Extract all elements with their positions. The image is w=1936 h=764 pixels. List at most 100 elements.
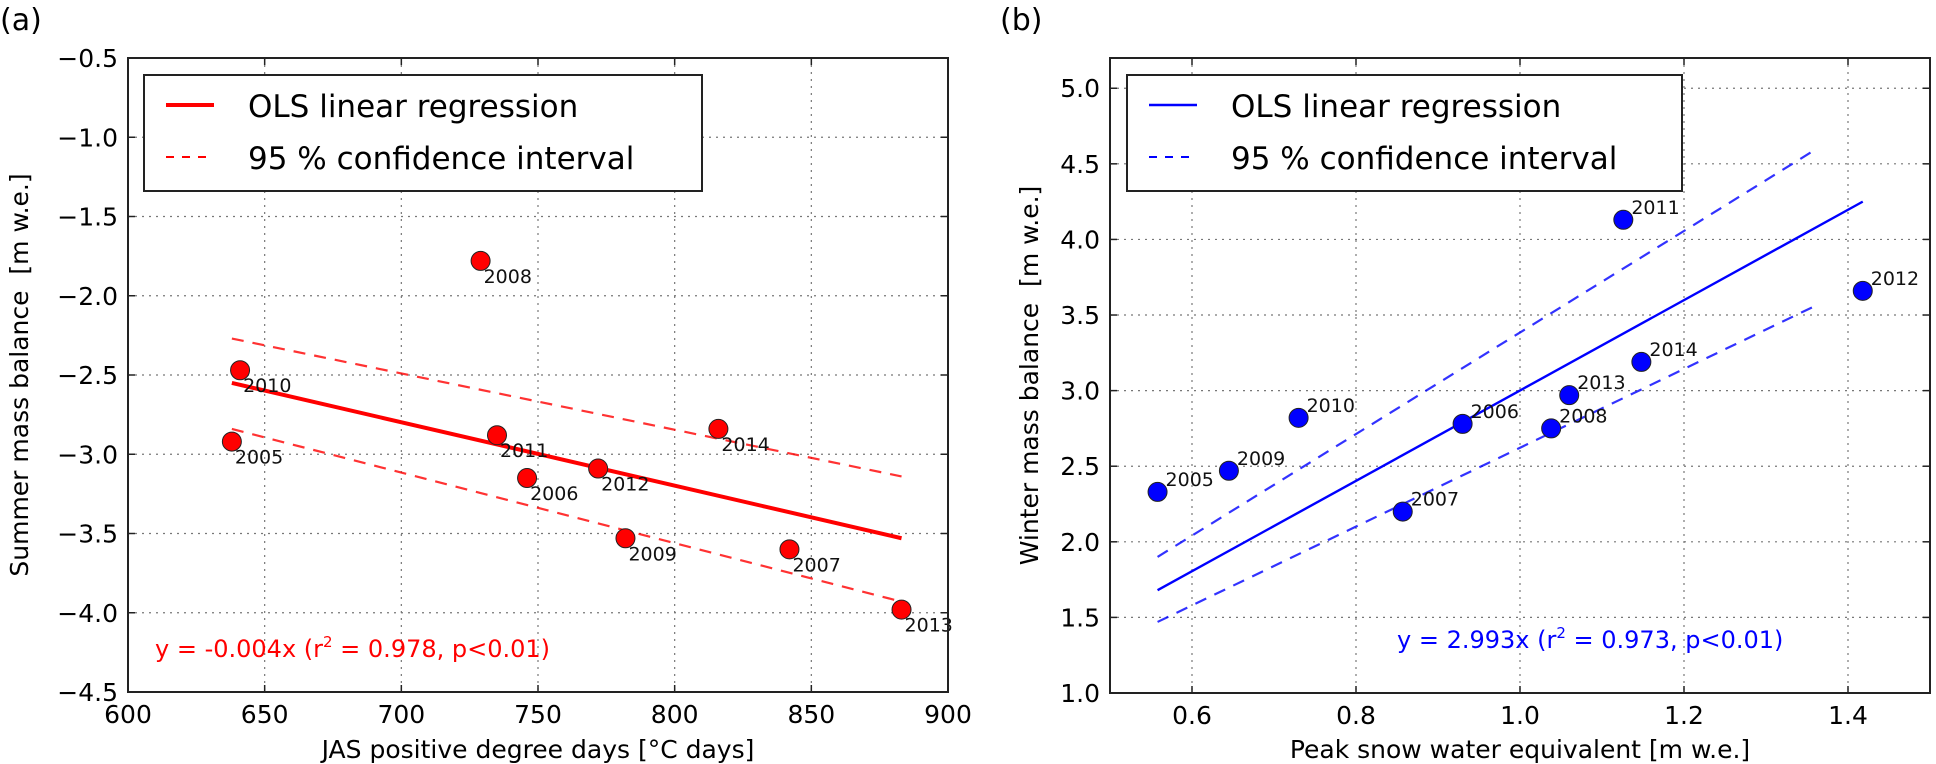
equation-suffix: = 0.973, p<0.01) bbox=[1566, 626, 1783, 654]
y-tick-label: 3.5 bbox=[1060, 301, 1100, 330]
data-point-label: 2012 bbox=[1871, 268, 1919, 290]
x-tick-label: 650 bbox=[241, 700, 289, 729]
legend-label-ci: 95 % confidence interval bbox=[1231, 141, 1617, 177]
data-point-2007 bbox=[1392, 501, 1413, 522]
data-point-label: 2008 bbox=[484, 266, 532, 288]
data-point-label: 2005 bbox=[235, 447, 283, 469]
x-tick-label: 900 bbox=[924, 700, 972, 729]
panel-label: (b) bbox=[1000, 3, 1042, 38]
data-point-label: 2011 bbox=[1631, 197, 1679, 219]
data-point-label: 2009 bbox=[628, 543, 676, 565]
y-tick-label: −1.0 bbox=[57, 123, 118, 152]
x-tick-label: 0.6 bbox=[1172, 701, 1212, 730]
data-point-2007 bbox=[779, 539, 800, 560]
data-point-2008 bbox=[470, 250, 491, 271]
y-tick-label: 2.5 bbox=[1060, 452, 1100, 481]
data-point-label: 2006 bbox=[530, 483, 578, 505]
y-tick-label: 5.0 bbox=[1060, 74, 1100, 103]
data-point-label: 2011 bbox=[500, 440, 548, 462]
ols-regression-line bbox=[1156, 200, 1864, 592]
equation-superscript: 2 bbox=[323, 633, 333, 651]
plot-frame bbox=[1109, 57, 1931, 694]
y-axis-label: Winter mass balance [m w.e.] bbox=[1015, 186, 1044, 566]
legend: OLS linear regression 95 % confidence int… bbox=[143, 74, 703, 192]
legend-label-ols: OLS linear regression bbox=[1231, 89, 1561, 125]
data-point-2014 bbox=[708, 418, 729, 439]
equation-prefix: y = 2.993x (r bbox=[1397, 626, 1556, 654]
x-axis-label: Peak snow water equivalent [m w.e.] bbox=[1290, 735, 1750, 764]
legend-box bbox=[1126, 74, 1683, 192]
y-tick-label: −0.5 bbox=[57, 44, 118, 73]
ci-lower-line bbox=[231, 427, 902, 603]
data-point-label: 2006 bbox=[1471, 401, 1519, 423]
data-point-label: 2012 bbox=[601, 474, 649, 496]
data-point-2011 bbox=[487, 425, 507, 446]
data-point-label: 2008 bbox=[1559, 405, 1607, 427]
y-tick-label: −2.5 bbox=[57, 361, 118, 390]
data-point-2013 bbox=[1559, 385, 1580, 406]
regression-equation: y = 2.993x (r2 = 0.973, p<0.01) bbox=[1397, 624, 1783, 654]
equation-prefix: y = -0.004x (r bbox=[155, 635, 323, 663]
data-point-label: 2013 bbox=[905, 615, 953, 637]
regression-equation: y = -0.004x (r2 = 0.978, p<0.01) bbox=[155, 633, 550, 663]
legend: OLS linear regression 95 % confidence int… bbox=[1126, 74, 1683, 192]
y-tick-label: −3.0 bbox=[57, 440, 118, 469]
data-point-2010 bbox=[230, 360, 251, 381]
x-tick-label: 1.4 bbox=[1828, 701, 1868, 730]
ci-upper-line bbox=[231, 337, 902, 478]
equation-superscript: 2 bbox=[1556, 624, 1566, 642]
data-point-label: 2007 bbox=[1411, 489, 1459, 511]
data-point-2013 bbox=[891, 599, 912, 620]
x-tick-label: 700 bbox=[377, 700, 425, 729]
y-tick-label: −4.5 bbox=[57, 678, 118, 707]
y-axis-label: Summer mass balance [m w.e.] bbox=[5, 173, 34, 576]
x-tick-label: 600 bbox=[104, 700, 152, 729]
ols-regression-line bbox=[231, 380, 902, 541]
data-point-label: 2005 bbox=[1166, 469, 1214, 491]
y-tick-label: 1.0 bbox=[1060, 679, 1100, 708]
y-tick-label: −2.0 bbox=[57, 282, 118, 311]
data-point-2005 bbox=[221, 431, 242, 452]
data-point-label: 2010 bbox=[1307, 395, 1355, 417]
legend-box bbox=[143, 74, 703, 192]
legend-label-ols: OLS linear regression bbox=[248, 89, 578, 125]
y-tick-label: −1.5 bbox=[57, 203, 118, 232]
x-tick-label: 1.2 bbox=[1664, 701, 1704, 730]
data-point-label: 2013 bbox=[1577, 372, 1625, 394]
data-point-2011 bbox=[1613, 209, 1634, 230]
x-tick-label: 800 bbox=[651, 700, 699, 729]
x-tick-label: 850 bbox=[787, 700, 835, 729]
y-tick-label: −4.0 bbox=[57, 599, 118, 628]
data-point-2012 bbox=[588, 458, 609, 479]
y-tick-label: −3.5 bbox=[57, 520, 118, 549]
x-tick-label: 750 bbox=[514, 700, 562, 729]
y-tick-label: 4.5 bbox=[1060, 150, 1100, 179]
ci-lower-line bbox=[1157, 306, 1813, 623]
data-point-label: 2009 bbox=[1237, 448, 1285, 470]
data-point-2005 bbox=[1147, 481, 1168, 502]
data-point-label: 2007 bbox=[792, 554, 840, 576]
data-point-2014 bbox=[1631, 351, 1652, 372]
data-point-label: 2014 bbox=[721, 434, 769, 456]
x-tick-label: 1.0 bbox=[1500, 701, 1540, 730]
plot-frame bbox=[127, 57, 949, 693]
data-point-label: 2014 bbox=[1649, 339, 1697, 361]
ci-upper-line bbox=[1156, 150, 1813, 558]
data-point-label: 2010 bbox=[243, 375, 291, 397]
data-point-2009 bbox=[615, 528, 636, 549]
panel-label: (a) bbox=[0, 3, 42, 38]
y-tick-label: 1.5 bbox=[1060, 603, 1100, 632]
y-tick-label: 2.0 bbox=[1060, 528, 1100, 557]
y-tick-label: 3.0 bbox=[1060, 377, 1100, 406]
data-point-2009 bbox=[1218, 460, 1239, 481]
data-point-2012 bbox=[1852, 280, 1873, 301]
data-point-2006 bbox=[1452, 413, 1473, 434]
y-tick-label: 4.0 bbox=[1060, 225, 1100, 254]
equation-suffix: = 0.978, p<0.01) bbox=[333, 635, 550, 663]
data-point-2010 bbox=[1288, 407, 1309, 428]
data-point-2006 bbox=[517, 468, 538, 489]
data-point-2008 bbox=[1541, 418, 1562, 439]
panel-b-winter-mass-balance-chart: (b) 0.6 0.8 1.0 1.2 1.4 1.0 1.5 2.0 2.5 3.0 3.5 4.0 4… bbox=[1000, 3, 1931, 764]
panel-a-summer-mass-balance-chart: (a) 600 650 700 750 800 850 900 −4.5 −4.0 −3.5 −3.0… bbox=[0, 3, 972, 764]
